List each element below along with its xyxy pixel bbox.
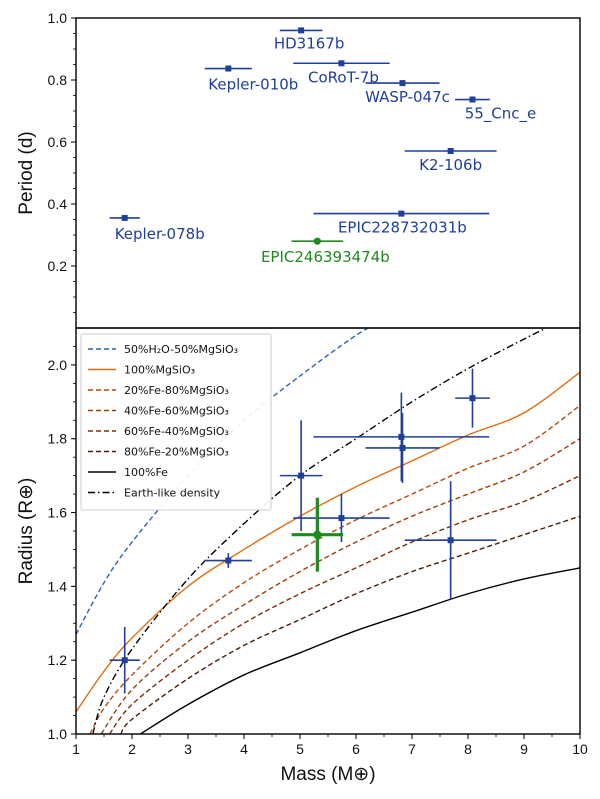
label-corot-7b: CoRoT-7b bbox=[308, 68, 379, 86]
point-corot-7b bbox=[338, 60, 345, 67]
period-tick-label-1-0: 1.0 bbox=[48, 10, 68, 26]
legend-label-80-fe-20-mgsio: 80%Fe-20%MgSiO₃ bbox=[124, 446, 229, 459]
point-epic228732031b bbox=[398, 210, 405, 217]
point-epic246393474b bbox=[313, 237, 321, 245]
mass-tick-label-8: 8 bbox=[464, 741, 472, 757]
radius-point-0 bbox=[121, 657, 128, 664]
period-panel-frame bbox=[75, 17, 581, 329]
legend-label-100-fe: 100%Fe bbox=[124, 466, 168, 479]
mass-tick-label-10: 10 bbox=[572, 741, 588, 757]
legend-label-20-fe-80-mgsio: 20%Fe-80%MgSiO₃ bbox=[124, 384, 229, 397]
label-epic228732031b: EPIC228732031b bbox=[338, 219, 467, 237]
legend-label-100-mgsio: 100%MgSiO₃ bbox=[124, 364, 195, 377]
point-k2-106b bbox=[447, 147, 454, 154]
point-hd3167b bbox=[298, 27, 305, 34]
point-55-cnc-e bbox=[469, 96, 476, 103]
radius-tick-label-2-0: 2.0 bbox=[48, 357, 68, 373]
radius-axis-title: Radius (R⊕) bbox=[16, 478, 37, 585]
legend-box bbox=[80, 333, 272, 511]
period-tick-label-0-6: 0.6 bbox=[48, 134, 68, 150]
label-kepler-010b: Kepler-010b bbox=[208, 76, 298, 94]
radius-point-5 bbox=[398, 433, 405, 440]
mass-tick-label-7: 7 bbox=[408, 741, 416, 757]
point-kepler-010b bbox=[225, 65, 232, 72]
mass-tick-label-3: 3 bbox=[184, 741, 192, 757]
mass-tick-label-9: 9 bbox=[520, 741, 528, 757]
radius-point-target bbox=[313, 530, 322, 539]
mass-tick-label-5: 5 bbox=[296, 741, 304, 757]
radius-point-6 bbox=[469, 395, 476, 402]
label-hd3167b: HD3167b bbox=[274, 34, 345, 52]
radius-panel: 1 2 3 4 5 6 7 8 9 10 1.0 1.2 1.4 1.6 1.8 2.0 50%H₂O-50… bbox=[16, 327, 588, 785]
legend-label-60-fe-40-mgsio: 60%Fe-40%MgSiO₃ bbox=[124, 425, 229, 438]
period-panel: HD3167b CoRoT-7b Kepler-010b WASP-047c 55_Cn… bbox=[16, 10, 581, 329]
radius-tick-label-1-0: 1.0 bbox=[48, 726, 68, 742]
legend-label-earth-like-density: Earth-like density bbox=[124, 487, 221, 500]
legend-label-50-h-o-50-mgsio: 50%H₂O-50%MgSiO₃ bbox=[124, 343, 238, 356]
period-tick-label-0-2: 0.2 bbox=[48, 258, 68, 274]
curve-80-fe-20-mgsio bbox=[120, 515, 580, 734]
label-wasp-047c: WASP-047c bbox=[365, 88, 450, 106]
chart-legend: 50%H₂O-50%MgSiO₃ 100%MgSiO₃ 20%Fe-80%MgSiO… bbox=[80, 333, 272, 511]
legend-label-40-fe-60-mgsio: 40%Fe-60%MgSiO₃ bbox=[124, 405, 229, 418]
mass-tick-label-2: 2 bbox=[128, 741, 136, 757]
curve-60-fe-40-mgsio bbox=[109, 475, 580, 734]
curve-40-fe-60-mgsio bbox=[100, 438, 580, 734]
radius-point-2 bbox=[298, 472, 305, 479]
curve-100-fe bbox=[140, 567, 580, 734]
radius-tick-label-1-4: 1.4 bbox=[48, 578, 68, 594]
radius-point-3 bbox=[338, 515, 345, 522]
radius-point-1 bbox=[225, 557, 232, 564]
radius-tick-label-1-2: 1.2 bbox=[48, 652, 68, 668]
label-55-cnc-e: 55_Cnc_e bbox=[465, 105, 537, 124]
radius-panel-frame bbox=[75, 327, 581, 735]
curve-20-fe-80-mgsio bbox=[89, 404, 580, 734]
label-epic246393474b: EPIC246393474b bbox=[261, 248, 390, 266]
radius-tick-label-1-8: 1.8 bbox=[48, 431, 68, 447]
mass-axis-title: Mass (M⊕) bbox=[280, 764, 375, 785]
period-tick-label-0-4: 0.4 bbox=[48, 196, 68, 212]
point-kepler-078b bbox=[121, 214, 128, 221]
radius-point-4 bbox=[399, 444, 406, 451]
radius-tick-label-1-6: 1.6 bbox=[48, 505, 68, 521]
radius-point-7 bbox=[447, 537, 454, 544]
mass-tick-label-6: 6 bbox=[352, 741, 360, 757]
period-axis-title: Period (d) bbox=[16, 131, 37, 214]
mass-tick-label-4: 4 bbox=[240, 741, 248, 757]
period-tick-label-0-8: 0.8 bbox=[48, 72, 68, 88]
point-wasp-047c bbox=[399, 80, 406, 87]
label-k2-106b: K2-106b bbox=[419, 156, 482, 174]
label-kepler-078b: Kepler-078b bbox=[115, 225, 205, 243]
mass-tick-label-1: 1 bbox=[72, 741, 80, 757]
